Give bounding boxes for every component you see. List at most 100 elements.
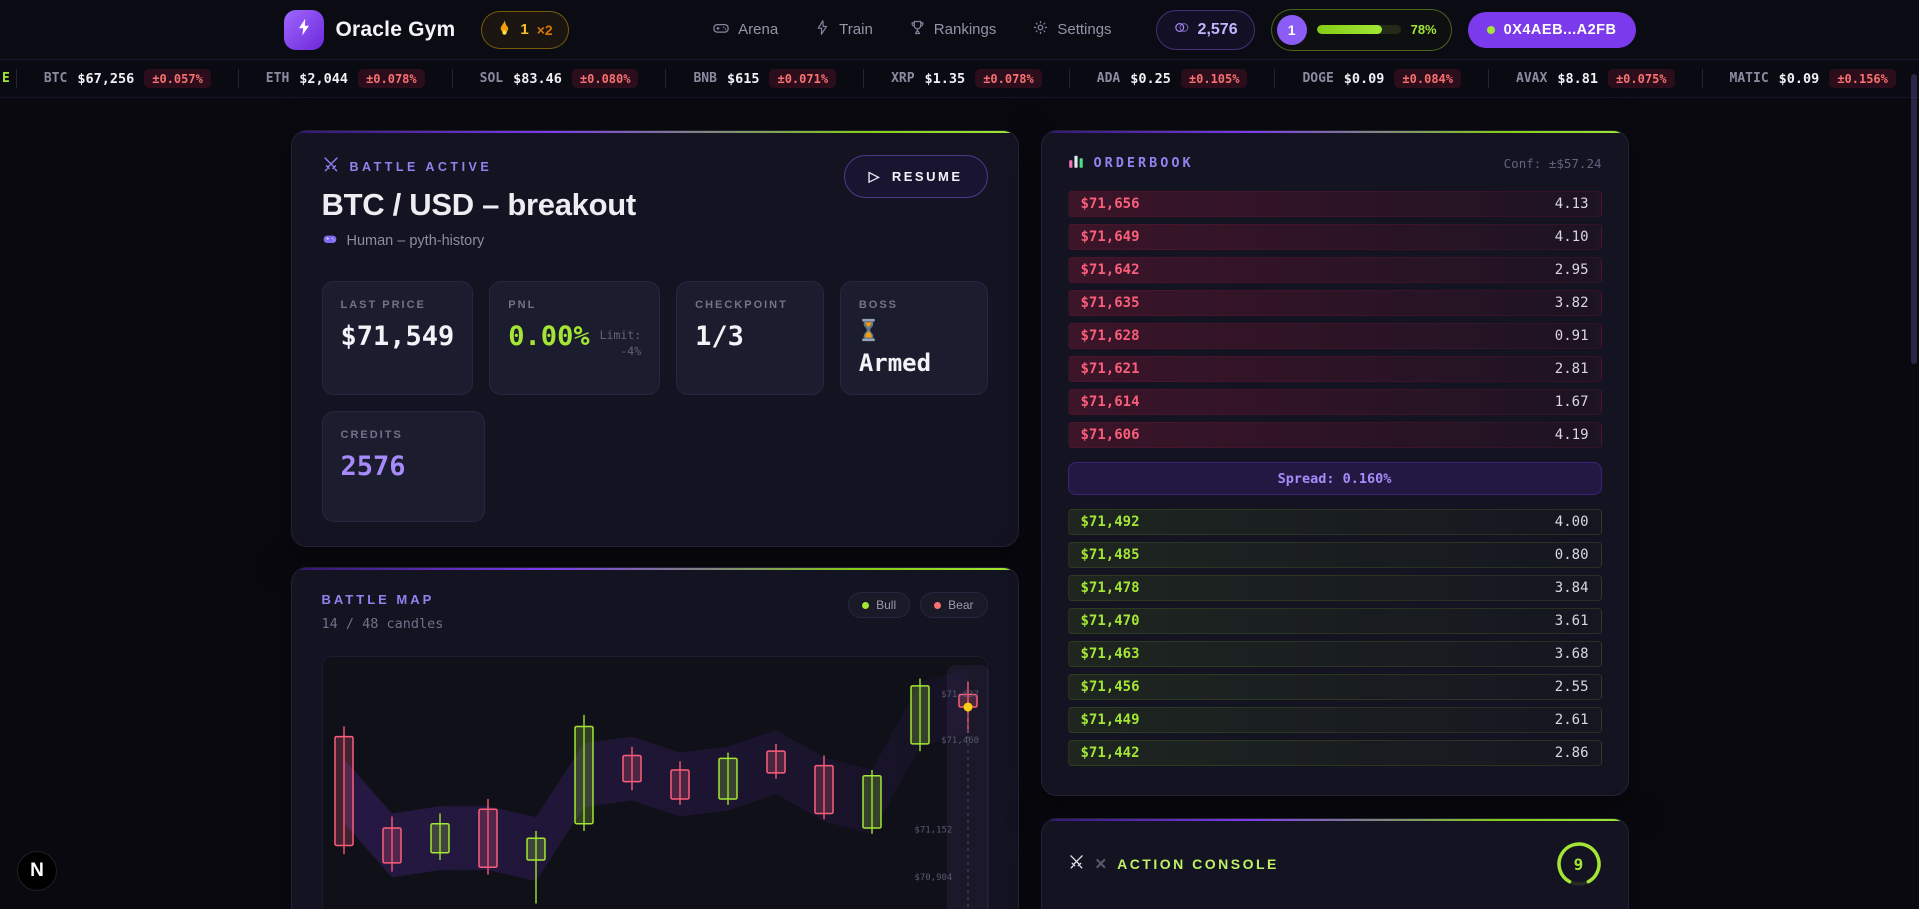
bid-size: 2.55 <box>1554 679 1589 695</box>
action-console-title: ACTION CONSOLE <box>1117 856 1279 872</box>
level-badge: 1 <box>1276 14 1307 45</box>
streak-badge[interactable]: 1 ×2 <box>481 10 569 49</box>
bid-price: $71,456 <box>1080 679 1140 695</box>
ticker-change-badge: ±0.080% <box>571 69 639 88</box>
battle-panel: BATTLE ACTIVE BTC / USD – breakout Human… <box>290 130 1019 547</box>
ticker-symbol: MATIC <box>1729 71 1769 86</box>
play-icon: ▷ <box>868 168 882 184</box>
orderbook-bid-row[interactable]: $71,456 2.55 <box>1067 674 1602 700</box>
ticker-item: MATIC $0.09 ±0.156% <box>1701 69 1919 88</box>
ask-size: 3.82 <box>1554 295 1589 311</box>
stat-card-pnl: PNL 0.00% Limit: -4% <box>489 281 661 395</box>
ticker-symbol: SOL <box>479 71 504 86</box>
nav-item-label: Settings <box>1057 21 1112 38</box>
orderbook-bid-row[interactable]: $71,449 2.61 <box>1067 707 1602 733</box>
bid-price: $71,449 <box>1080 712 1140 728</box>
orderbook-ask-row[interactable]: $71,614 1.67 <box>1067 389 1602 415</box>
ticker-item: DOGE $0.09 ±0.084% <box>1274 69 1488 88</box>
orderbook-bid-row[interactable]: $71,463 3.68 <box>1067 641 1602 667</box>
ticker-change-badge: ±0.078% <box>975 69 1042 88</box>
checkpoint-value: 1/3 <box>695 321 744 352</box>
gamepad-icon <box>322 231 338 251</box>
bid-price: $71,485 <box>1080 547 1140 563</box>
ticker-change-badge: ±0.075% <box>1607 69 1675 88</box>
pnl-limit: Limit: -4% <box>599 328 642 359</box>
ticker-price: $2,044 <box>299 70 349 87</box>
scrollbar-thumb[interactable] <box>1911 74 1917 364</box>
svg-text:$70,904: $70,904 <box>914 873 952 883</box>
ticker-item: ADA $0.25 ±0.105% <box>1068 69 1275 88</box>
crossed-swords-icon <box>1068 853 1085 875</box>
bid-price: $71,478 <box>1080 580 1140 596</box>
ticker-item: XRP $1.35 ±0.078% <box>863 69 1069 88</box>
level-pill[interactable]: 1 78% <box>1270 8 1452 51</box>
bid-size: 3.61 <box>1554 613 1589 629</box>
ask-size: 2.81 <box>1554 361 1589 377</box>
streak-multiplier: ×2 <box>536 21 553 38</box>
confidence-value: Conf: ±$57.24 <box>1503 155 1602 171</box>
orderbook-bid-row[interactable]: $71,470 3.61 <box>1067 608 1602 634</box>
ask-price: $71,606 <box>1080 427 1140 443</box>
nav-item-settings[interactable]: Settings <box>1032 19 1112 40</box>
orderbook-ask-row[interactable]: $71,649 4.10 <box>1067 224 1602 250</box>
nav-item-arena[interactable]: Arena <box>712 19 778 41</box>
stat-label: PNL <box>508 299 537 311</box>
orderbook-ask-row[interactable]: $71,621 2.81 <box>1067 356 1602 382</box>
legend-bull[interactable]: Bull <box>848 592 911 618</box>
battle-mode: Human – pyth-history <box>346 233 485 249</box>
level-progress-fill <box>1316 25 1383 34</box>
ticker-item: BNB $615 ±0.071% <box>665 69 863 88</box>
orderbook-bid-row[interactable]: $71,442 2.86 <box>1067 740 1602 766</box>
legend-bear[interactable]: Bear <box>920 592 988 618</box>
resume-button[interactable]: ▷ RESUME <box>843 155 988 198</box>
candlestick-chart[interactable]: $71,637 $71,460 $71,152 $70,904 <box>321 656 989 909</box>
level-progress-track <box>1316 25 1401 34</box>
nav-item-train[interactable]: Train <box>814 19 873 40</box>
candle-progress: 14 / 48 candles <box>321 616 444 632</box>
orderbook-ask-row[interactable]: $71,642 2.95 <box>1067 257 1602 283</box>
orderbook-ask-row[interactable]: $71,628 0.91 <box>1067 323 1602 349</box>
ticker-item: BTC $67,256 ±0.057% <box>15 69 238 88</box>
nav-item-label: Train <box>839 21 873 38</box>
app-logo[interactable] <box>283 9 324 50</box>
orderbook-title: ORDERBOOK <box>1093 155 1194 171</box>
orderbook-bid-row[interactable]: $71,485 0.80 <box>1067 542 1602 568</box>
left-column: BATTLE ACTIVE BTC / USD – breakout Human… <box>290 130 1019 909</box>
bid-rows: $71,492 4.00 $71,485 0.80 $71,478 3.84 $… <box>1067 509 1602 766</box>
ticker-price: $1.35 <box>924 70 966 87</box>
orderbook-ask-row[interactable]: $71,635 3.82 <box>1067 290 1602 316</box>
ticker-change-badge: ±0.084% <box>1394 69 1461 88</box>
ticker-change-badge: ±0.156% <box>1829 69 1896 88</box>
credits-card-value: 2576 <box>340 451 406 482</box>
bid-size: 2.86 <box>1554 745 1589 761</box>
ticker-fragment: E <box>2 71 10 86</box>
boss-status: Armed <box>858 349 932 377</box>
orderbook-ask-row[interactable]: $71,606 4.19 <box>1067 422 1602 448</box>
ask-price: $71,614 <box>1080 394 1140 410</box>
bear-dot <box>934 601 942 609</box>
nav-item-rankings[interactable]: Rankings <box>909 19 996 40</box>
connection-dot <box>1486 25 1495 34</box>
orderbook-bid-row[interactable]: $71,492 4.00 <box>1067 509 1602 535</box>
app-title: Oracle Gym <box>335 17 456 41</box>
dev-tools-badge[interactable]: N <box>17 851 57 891</box>
ticker-symbol: AVAX <box>1516 71 1548 86</box>
ask-price: $71,649 <box>1080 229 1140 245</box>
ticker-symbol: BNB <box>693 71 717 86</box>
stat-card-last-price: LAST PRICE $71,549 <box>321 281 474 395</box>
credits-pill[interactable]: 2,576 <box>1155 9 1255 50</box>
gear-icon <box>1032 19 1049 40</box>
ask-price: $71,635 <box>1080 295 1140 311</box>
bid-price: $71,463 <box>1080 646 1140 662</box>
flame-icon <box>497 19 512 41</box>
orderbook-bid-row[interactable]: $71,478 3.84 <box>1067 575 1602 601</box>
bid-size: 0.80 <box>1554 547 1589 563</box>
nav-item-label: Arena <box>738 21 779 38</box>
wallet-button[interactable]: 0X4AEB...A2FB <box>1467 11 1636 48</box>
stat-label: BOSS <box>858 299 898 311</box>
ticker-change-badge: ±0.078% <box>358 69 425 88</box>
ticker-price: $67,256 <box>77 70 135 87</box>
trophy-icon <box>909 19 926 40</box>
ask-size: 0.91 <box>1554 328 1589 344</box>
orderbook-ask-row[interactable]: $71,656 4.13 <box>1067 191 1602 217</box>
